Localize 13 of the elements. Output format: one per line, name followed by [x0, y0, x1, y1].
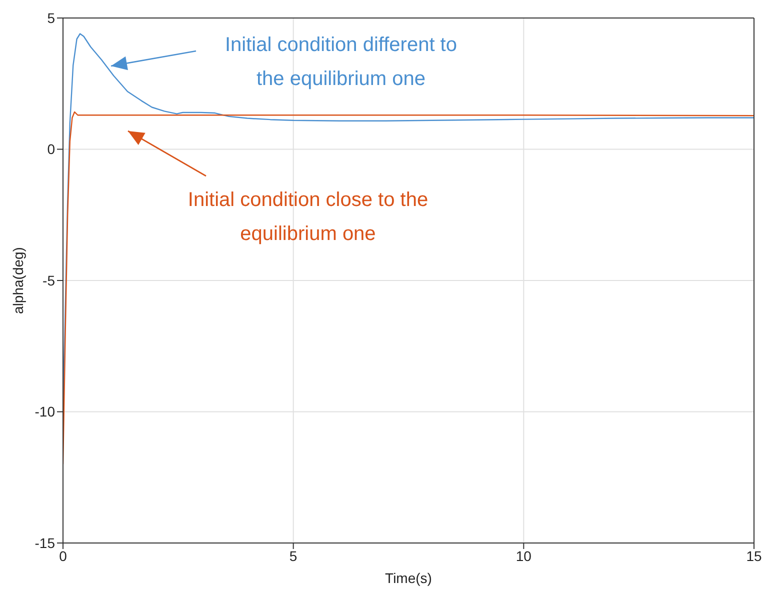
x-tick-label: 5: [289, 548, 298, 564]
x-axis-title: Time(s): [385, 570, 432, 586]
x-tick-label: 10: [516, 548, 532, 564]
y-tick-label: -15: [34, 534, 56, 551]
annotation: Initial condition different to the equilibrium one: [224, 34, 458, 90]
x-tick-label: 15: [746, 548, 762, 564]
y-tick-label: 0: [47, 141, 56, 158]
y-tick-label: -5: [42, 272, 56, 288]
y-axis-title: alpha(deg): [10, 247, 26, 314]
y-tick-label: -10: [34, 404, 56, 420]
y-tick-label: 5: [47, 10, 56, 26]
annotation: Initial condition close to the equilibrium one: [188, 189, 428, 245]
x-tick-label: 0: [59, 548, 68, 564]
